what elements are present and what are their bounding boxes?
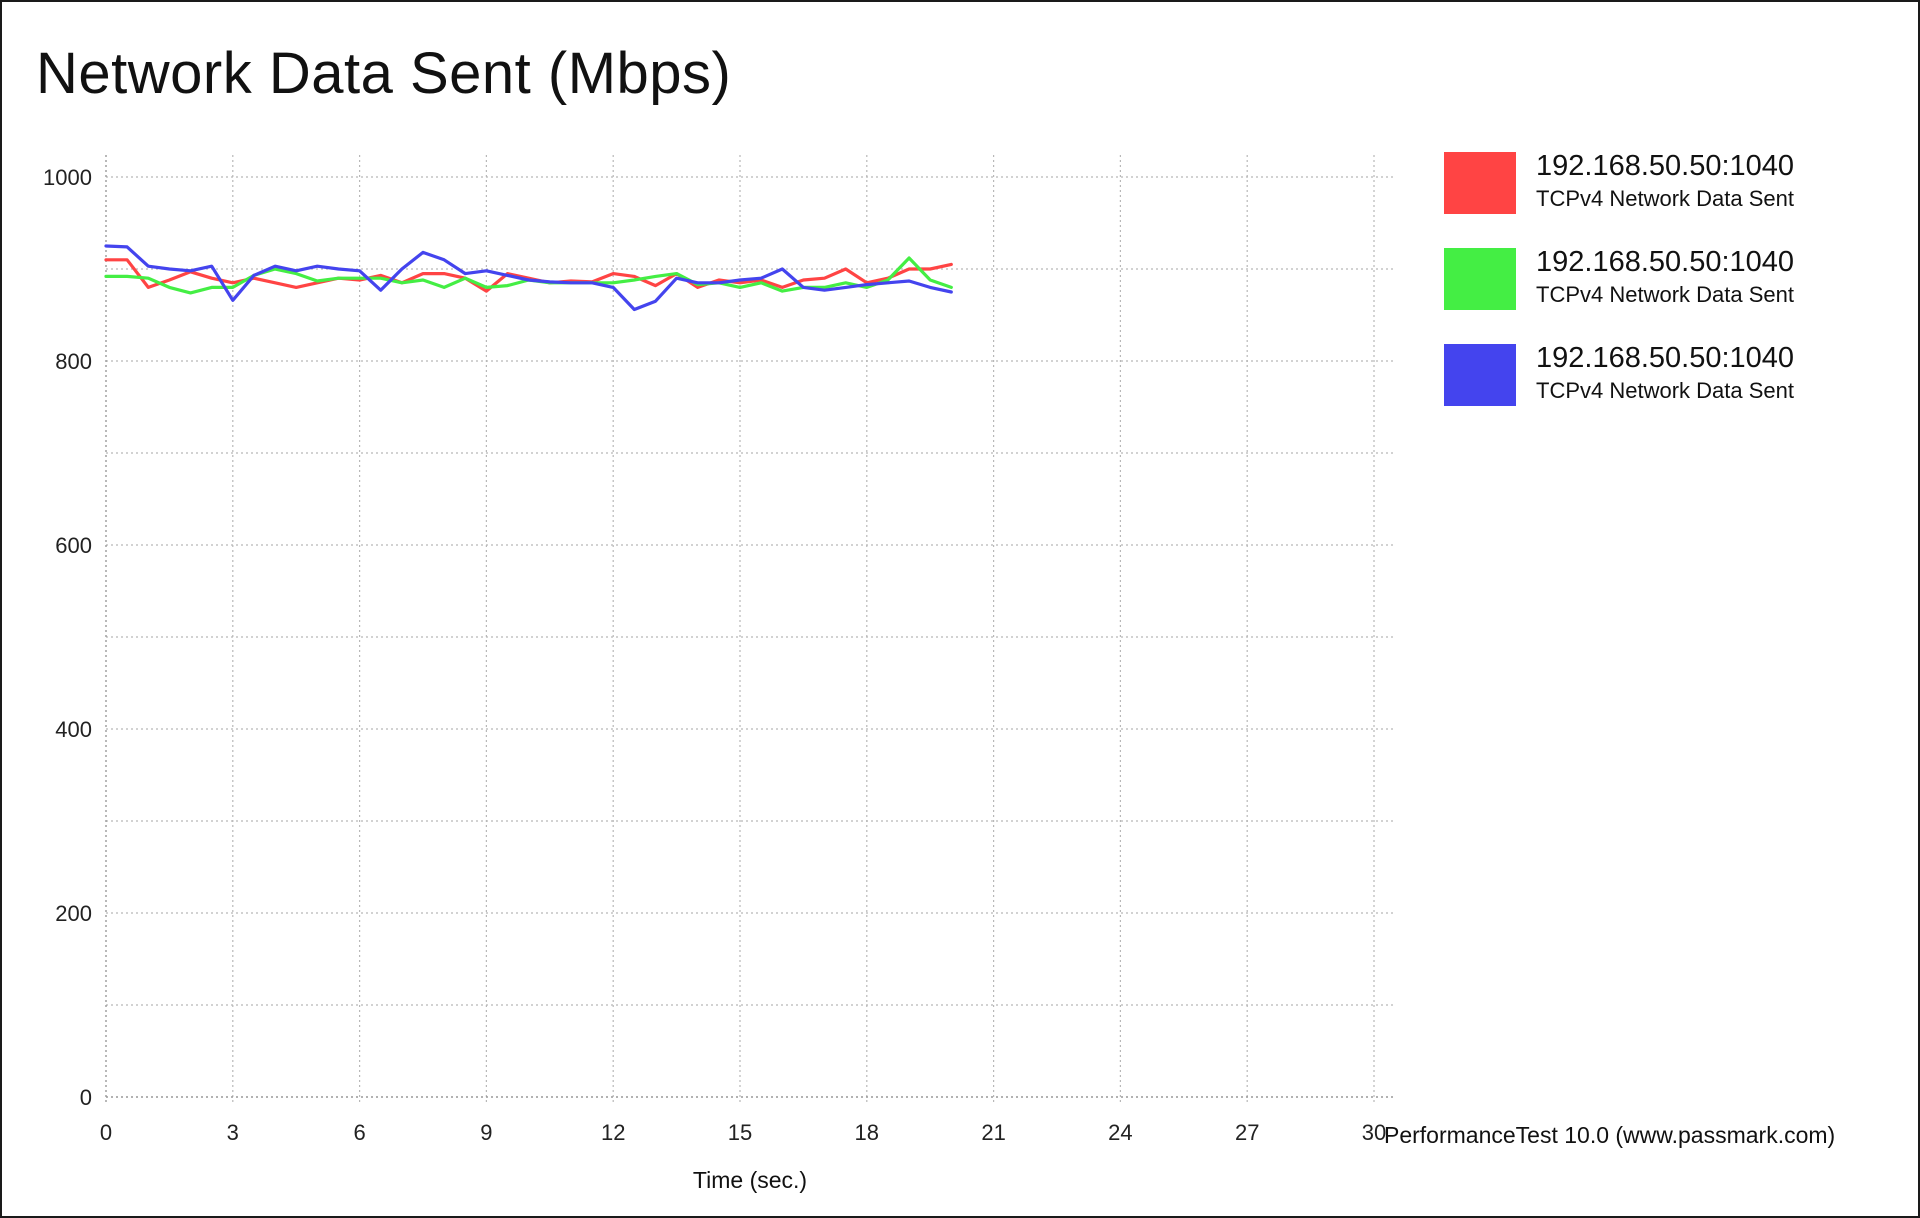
legend-series-description: TCPv4 Network Data Sent — [1536, 378, 1794, 403]
legend-series-name: 192.168.50.50:1040 — [1536, 150, 1795, 182]
y-tick-label: 800 — [55, 349, 92, 374]
y-tick-label: 1000 — [43, 165, 92, 190]
x-tick-label: 27 — [1235, 1120, 1259, 1145]
x-tick-label: 3 — [227, 1120, 239, 1145]
x-tick-label: 12 — [601, 1120, 625, 1145]
x-tick-label: 6 — [353, 1120, 365, 1145]
x-tick-label: 15 — [728, 1120, 752, 1145]
y-tick-label: 0 — [80, 1085, 92, 1110]
credit-text: PerformanceTest 10.0 (www.passmark.com) — [1384, 1122, 1836, 1148]
legend-item-2: 192.168.50.50:1040 TCPv4 Network Data Se… — [1444, 246, 1884, 312]
y-tick-label: 200 — [55, 901, 92, 926]
y-tick-label: 400 — [55, 717, 92, 742]
tick-labels: 0 3 6 9 12 15 18 21 24 27 30 0 200 400 600 800 1000 — [43, 165, 1386, 1145]
legend-swatch-2 — [1444, 248, 1516, 310]
legend-series-description: TCPv4 Network Data Sent — [1536, 186, 1794, 211]
legend-swatch-1 — [1444, 152, 1516, 214]
grid-lines — [106, 155, 1394, 1103]
x-tick-label: 30 — [1362, 1120, 1386, 1145]
x-tick-label: 9 — [480, 1120, 492, 1145]
axes — [105, 155, 1394, 1103]
x-axis-label: Time (sec.) — [693, 1167, 807, 1193]
series-lines — [104, 244, 953, 312]
legend-item-1: 192.168.50.50:1040 TCPv4 Network Data Se… — [1444, 150, 1884, 216]
x-tick-label: 24 — [1108, 1120, 1132, 1145]
chart-title: Network Data Sent (Mbps) — [36, 41, 732, 106]
legend-item-3: 192.168.50.50:1040 TCPv4 Network Data Se… — [1444, 342, 1884, 408]
x-tick-label: 21 — [981, 1120, 1005, 1145]
x-tick-label: 18 — [855, 1120, 879, 1145]
legend-series-description: TCPv4 Network Data Sent — [1536, 282, 1794, 307]
series-line-3 — [104, 244, 953, 312]
legend-swatch-3 — [1444, 344, 1516, 406]
legend-series-name: 192.168.50.50:1040 — [1536, 246, 1795, 278]
legend-series-name: 192.168.50.50:1040 — [1536, 342, 1795, 374]
y-tick-label: 600 — [55, 533, 92, 558]
x-tick-label: 0 — [100, 1120, 112, 1145]
